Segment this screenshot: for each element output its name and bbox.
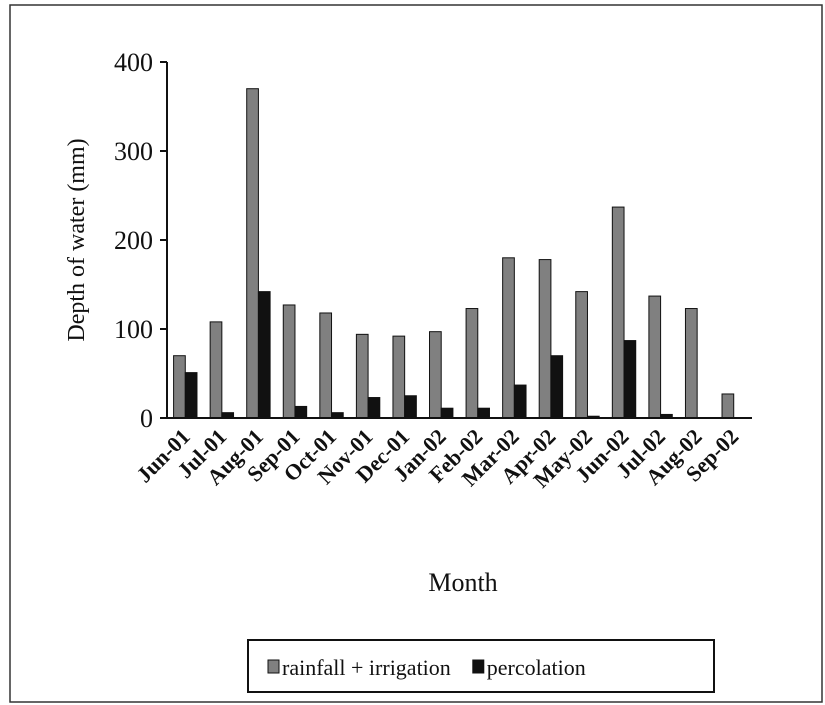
bar xyxy=(513,384,527,419)
bar xyxy=(502,257,515,419)
bar xyxy=(550,355,564,419)
y-tick-label: 300 xyxy=(114,137,153,166)
bar xyxy=(209,321,223,419)
bar xyxy=(440,407,454,419)
bar xyxy=(392,335,406,419)
y-tick-label: 0 xyxy=(140,404,153,433)
bar xyxy=(465,308,479,419)
bar xyxy=(246,88,259,419)
bar xyxy=(721,393,735,419)
legend-swatch xyxy=(267,659,280,674)
bar xyxy=(575,291,588,419)
y-tick-label: 200 xyxy=(114,226,153,255)
y-tick-label: 100 xyxy=(114,315,153,344)
y-tick-label: 400 xyxy=(114,48,153,77)
bar xyxy=(648,295,662,419)
bar xyxy=(404,395,417,419)
y-axis-title: Depth of water (mm) xyxy=(64,138,90,341)
legend-label: percolation xyxy=(487,655,586,680)
bar xyxy=(257,291,271,419)
bar xyxy=(184,372,198,419)
legend-label: rainfall + irrigation xyxy=(282,655,451,680)
frame xyxy=(9,4,823,703)
bar xyxy=(684,308,698,419)
bar xyxy=(173,355,186,419)
bar xyxy=(477,407,490,419)
bar xyxy=(611,206,625,419)
bar xyxy=(538,259,552,419)
bar xyxy=(367,397,381,419)
bar xyxy=(429,331,442,419)
bar xyxy=(282,304,296,419)
bar xyxy=(623,340,637,419)
bar xyxy=(294,405,308,419)
bar xyxy=(319,312,333,419)
x-axis-title: Month xyxy=(428,568,497,597)
legend-swatch xyxy=(472,659,485,674)
bar xyxy=(355,333,369,419)
